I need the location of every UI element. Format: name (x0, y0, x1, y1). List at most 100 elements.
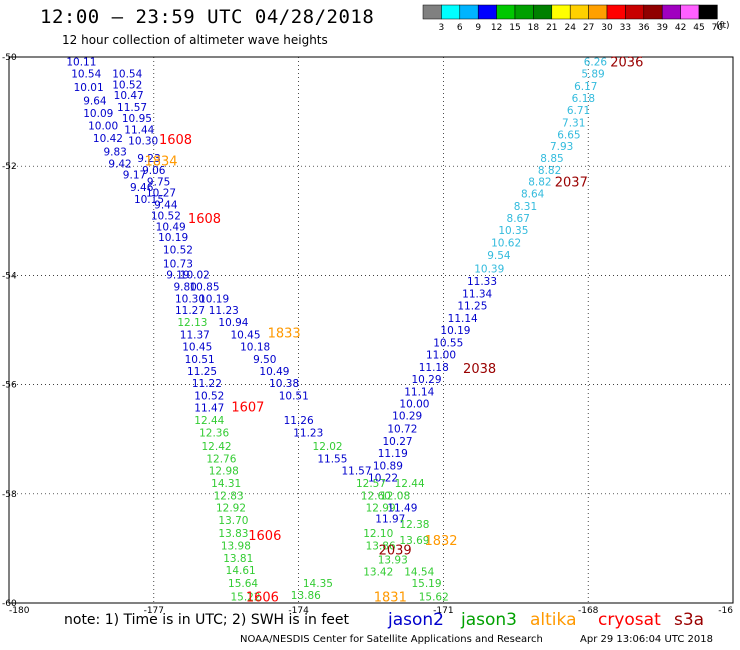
swh-value: 9.75 (147, 176, 170, 188)
swh-value: 8.85 (540, 153, 563, 165)
swh-value: 11.57 (117, 102, 147, 114)
swh-value: 8.82 (528, 176, 551, 188)
pass-time-label: 2038 (463, 362, 496, 377)
swh-value: 10.01 (74, 82, 104, 94)
y-tick-label: -52 (2, 162, 17, 172)
swh-value: 10.15 (134, 194, 164, 206)
legend-cryosat: cryosat (598, 610, 661, 630)
swh-value: 10.51 (185, 354, 215, 366)
swh-value: 9.19 (166, 269, 189, 281)
swh-value: 11.33 (467, 276, 497, 288)
swh-value: 7.93 (550, 141, 573, 153)
swh-value: 11.00 (426, 350, 456, 362)
pass-time-label: 1608 (188, 212, 221, 227)
swh-value: 6.71 (567, 105, 590, 117)
swh-value: 11.18 (419, 362, 449, 374)
swh-value: 10.45 (182, 341, 212, 353)
scale-bin-label: 6 (457, 23, 463, 33)
swh-value: 12.60 (361, 490, 391, 502)
y-tick-label: -58 (2, 490, 17, 500)
legend-s3a: s3a (674, 610, 705, 630)
pass-time-label: 2037 (555, 175, 588, 190)
swh-value: 10.00 (88, 120, 118, 132)
swh-value: 13.93 (378, 554, 408, 566)
pass-time-label: 1833 (268, 327, 301, 342)
pass-time-label: 1831 (374, 590, 407, 605)
swh-value: 11.19 (378, 448, 408, 460)
scale-swatch (588, 4, 608, 20)
swh-value: 9.83 (103, 146, 126, 158)
scale-bin-label: 12 (491, 23, 502, 33)
swh-value: 14.31 (211, 478, 241, 490)
swh-value: 11.14 (448, 313, 478, 325)
scale-swatch (459, 4, 479, 20)
swh-value: 10.11 (66, 56, 96, 68)
swh-value: 8.82 (538, 165, 561, 177)
swh-value: 11.26 (284, 415, 314, 427)
swh-value: 15.19 (411, 578, 441, 590)
swh-value: 11.22 (192, 378, 222, 390)
swh-value: 10.27 (383, 436, 413, 448)
scale-swatch (698, 4, 718, 20)
swh-value: 11.44 (124, 125, 154, 137)
swh-value: 10.39 (474, 263, 504, 275)
swh-value: 6.18 (572, 93, 595, 105)
swh-value: 9.06 (142, 165, 166, 177)
swh-value: 10.02 (180, 269, 210, 281)
swh-value: 11.27 (175, 305, 205, 317)
swh-value: 14.61 (226, 565, 256, 577)
scale-bin-label: 3 (439, 23, 445, 33)
swh-value: 12.44 (395, 478, 425, 490)
pass-time-label: 1606 (246, 590, 279, 605)
swh-value: 8.64 (521, 189, 545, 201)
scale-swatch (569, 4, 589, 20)
swh-value: 10.52 (194, 391, 224, 403)
swh-value: 9.46 (130, 182, 154, 194)
pass-time-label: 1606 (248, 529, 281, 544)
footer-credit: NOAA/NESDIS Center for Satellite Applica… (240, 634, 543, 645)
swh-value: 9.23 (137, 153, 160, 165)
scale-bin-label: 24 (564, 23, 576, 33)
x-tick-label: -180 (9, 606, 30, 616)
pass-time-label: 1607 (231, 400, 264, 415)
swh-value: 6.65 (557, 130, 580, 142)
swh-value: 14.54 (404, 566, 434, 578)
swh-value: 10.52 (112, 79, 142, 91)
swh-value: 11.55 (317, 453, 347, 465)
pass-time-label: 1608 (159, 133, 192, 148)
swh-value: 10.94 (218, 317, 248, 329)
scale-swatch (496, 4, 516, 20)
swh-value: 11.25 (187, 366, 217, 378)
pass-time-label: 2036 (610, 55, 643, 70)
swh-value: 12.02 (313, 441, 343, 453)
swh-value: 12.44 (194, 415, 224, 427)
scale-swatch (680, 4, 700, 20)
footer-timestamp: Apr 29 13:06:04 UTC 2018 (580, 634, 713, 645)
x-tick-label: -171 (433, 606, 453, 616)
swh-value: 6.17 (574, 81, 597, 93)
swh-value: 12.92 (216, 502, 246, 514)
swh-value: 10.95 (122, 113, 152, 125)
plot-frame (8, 56, 734, 604)
swh-value: 12.57 (356, 478, 386, 490)
scale-bin-label: 42 (675, 23, 686, 33)
scale-bin-label: 36 (638, 23, 650, 33)
swh-value: 9.80 (173, 281, 196, 293)
swh-value: 10.54 (71, 68, 101, 80)
swh-value: 10.52 (151, 210, 181, 222)
swh-value: 10.19 (440, 325, 470, 337)
y-tick-label: -50 (2, 53, 17, 63)
chart-title: 12:00 – 23:59 UTC 04/28/2018 (40, 6, 375, 28)
swh-value: 10.42 (93, 133, 123, 145)
swh-value: 10.29 (411, 374, 441, 386)
swh-value: 11.14 (404, 387, 434, 399)
pass-time-label: 2039 (379, 543, 412, 558)
swh-value: 14.35 (303, 578, 333, 590)
scale-bin-label: 70 (712, 23, 724, 33)
swh-value: 10.62 (491, 238, 521, 250)
grid-layer (9, 57, 733, 603)
swh-value: 9.50 (253, 354, 276, 366)
swh-value: 10.47 (114, 90, 144, 102)
